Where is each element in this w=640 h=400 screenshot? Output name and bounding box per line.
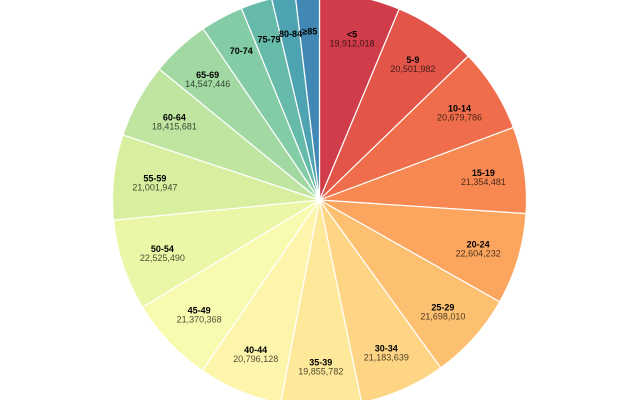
svg-text:<519,912,018: <5 19,912,018: [329, 30, 374, 49]
svg-text:70-74: 70-74: [230, 46, 253, 56]
svg-text:≥85: ≥85: [302, 27, 317, 37]
svg-text:5-920,501,982: 5-9 20,501,982: [390, 55, 435, 74]
svg-text:80-84: 80-84: [279, 29, 302, 39]
svg-text:75-79: 75-79: [257, 34, 280, 44]
